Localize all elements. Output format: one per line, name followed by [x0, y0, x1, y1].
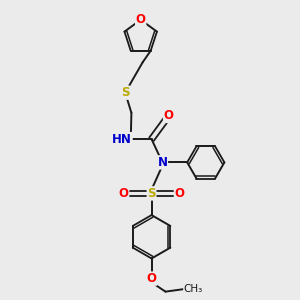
Text: CH₃: CH₃	[184, 284, 203, 294]
Text: S: S	[147, 187, 156, 200]
Text: O: O	[136, 13, 146, 26]
Text: O: O	[146, 272, 157, 285]
Text: O: O	[119, 187, 129, 200]
Text: S: S	[121, 86, 130, 99]
Text: O: O	[174, 187, 184, 200]
Text: N: N	[158, 156, 167, 169]
Text: HN: HN	[112, 133, 132, 146]
Text: O: O	[164, 110, 174, 122]
